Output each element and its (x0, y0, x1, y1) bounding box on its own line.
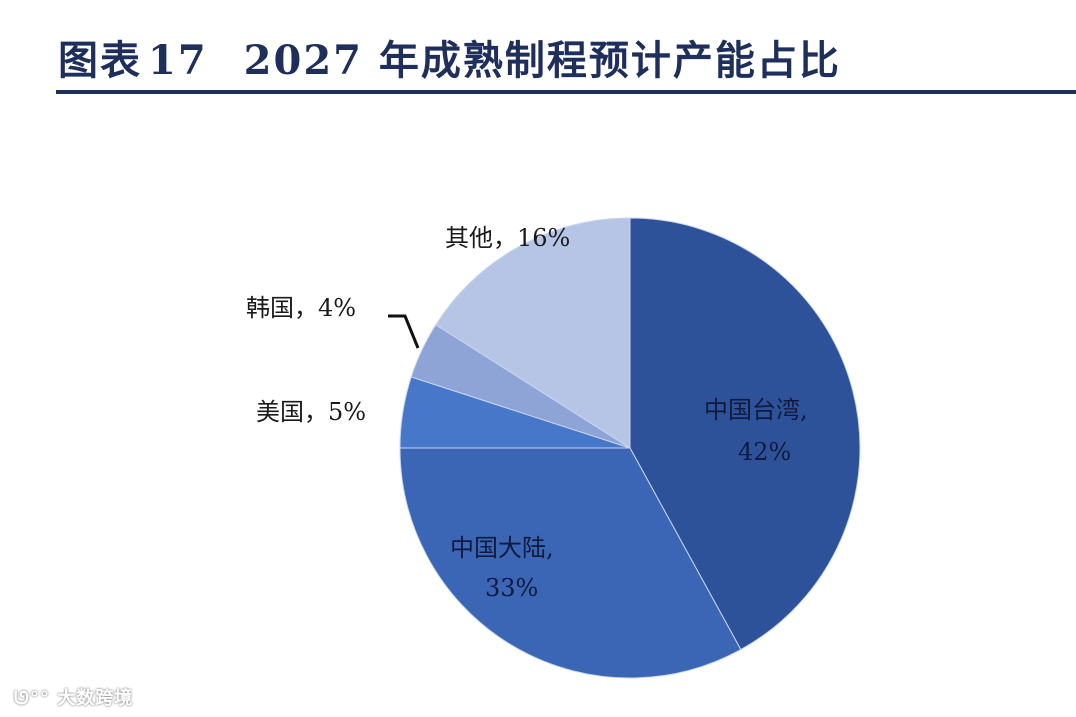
korea-leader-line (388, 314, 420, 349)
label-taiwan-pct: 42% (738, 438, 791, 466)
pie-slices (399, 217, 861, 679)
label-mainland-name: 中国大陆, (450, 534, 554, 562)
figure-label: 图表 (58, 37, 142, 84)
watermark: ᘎ°° 大数跨境 (14, 684, 133, 710)
label-others: 其他，16% (445, 224, 570, 252)
label-taiwan-name: 中国台湾, (704, 396, 808, 424)
watermark-logo-icon: ᘎ°° (14, 688, 50, 709)
title-underline (56, 90, 1076, 94)
watermark-text: 大数跨境 (57, 688, 134, 709)
pie-slice-0 (629, 217, 861, 651)
figure-title: 图表 17 2027 年成熟制程预计产能占比 (58, 28, 841, 86)
label-korea: 韩国，4% (246, 294, 356, 322)
figure-number: 17 (148, 37, 208, 84)
pie-slice-4 (435, 217, 631, 449)
figure-title-text: 2027 年成熟制程预计产能占比 (243, 37, 841, 84)
label-mainland-pct: 33% (485, 574, 538, 602)
pie-slice-1 (399, 447, 742, 679)
label-usa: 美国，5% (256, 398, 366, 426)
